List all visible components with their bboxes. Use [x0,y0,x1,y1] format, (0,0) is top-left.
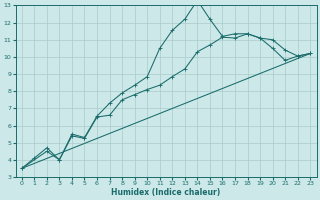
X-axis label: Humidex (Indice chaleur): Humidex (Indice chaleur) [111,188,221,197]
